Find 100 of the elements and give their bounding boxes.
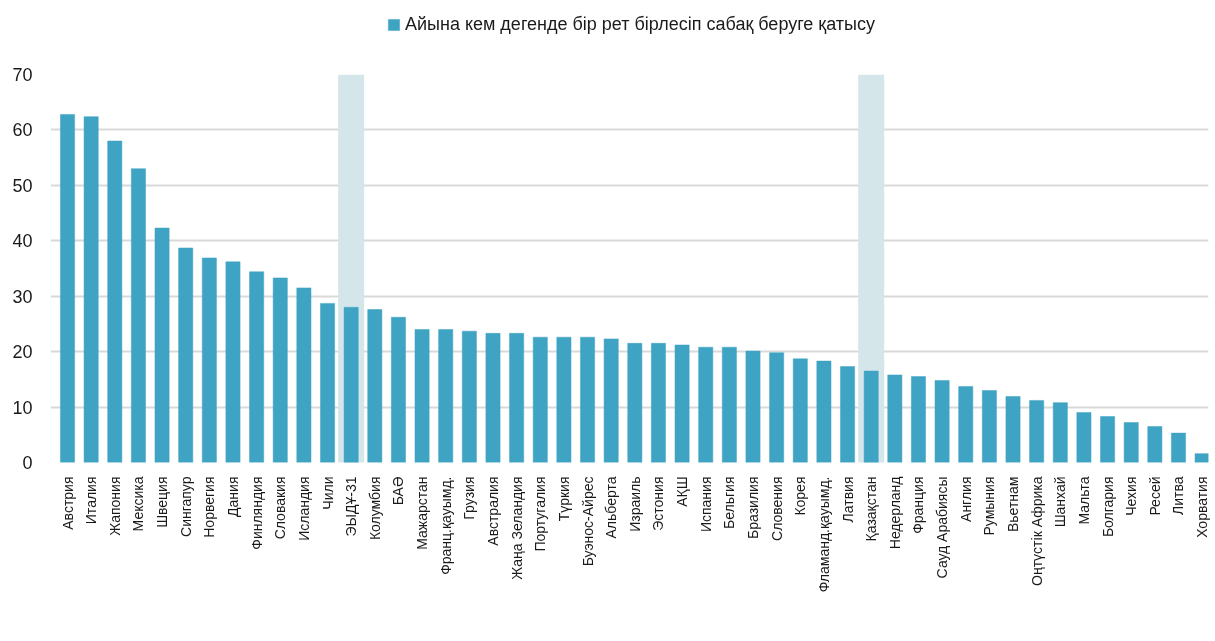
- bar: [107, 140, 123, 463]
- bar: [603, 338, 619, 463]
- x-tick-label: Хорватия: [1194, 476, 1211, 538]
- x-tick-label: Болгария: [1099, 476, 1116, 538]
- x-tick-label: Латвия: [839, 476, 856, 523]
- bar: [60, 114, 75, 463]
- bar: [958, 386, 974, 463]
- x-tick-label: Жапония: [106, 476, 123, 536]
- x-tick-label: БАӘ: [390, 476, 407, 506]
- bar: [769, 352, 784, 463]
- x-tick-label: Эстония: [650, 476, 667, 531]
- y-tick-label: 20: [12, 342, 33, 363]
- bar: [367, 309, 383, 463]
- x-tick-label: Дания: [224, 476, 241, 517]
- y-tick-label: 0: [22, 453, 33, 473]
- y-tick-label: 60: [12, 120, 33, 141]
- bar: [532, 336, 548, 463]
- bar: [343, 307, 359, 463]
- x-tick-label: Норвегия: [201, 476, 218, 538]
- bar: [887, 374, 903, 463]
- bar: [1076, 412, 1092, 463]
- x-tick-label: Австрия: [59, 476, 76, 530]
- bar: [816, 360, 832, 463]
- x-tick-label: Мальта: [1075, 476, 1092, 525]
- x-tick-label: Ресей: [1146, 476, 1163, 516]
- bar: [840, 366, 855, 463]
- x-tick-label: АҚШ: [674, 476, 691, 507]
- x-tick-label: Фламанд.қауымд.: [815, 476, 832, 593]
- bar: [296, 287, 312, 463]
- bar: [225, 261, 241, 463]
- x-tick-label: Литва: [1170, 476, 1187, 515]
- x-tick-label: Недерланд: [886, 476, 903, 550]
- bar: [556, 336, 572, 463]
- bar: [202, 257, 217, 463]
- x-tick-label: Словакия: [272, 476, 289, 540]
- x-tick-label: Франция: [910, 476, 927, 534]
- x-tick-label: Оңтүстік Африка: [1028, 476, 1045, 586]
- x-tick-label: Исландия: [295, 476, 312, 541]
- bar: [178, 247, 194, 463]
- x-tick-label: Буэнос-Айрес: [579, 476, 596, 567]
- bar: [651, 343, 666, 463]
- bar: [438, 329, 454, 463]
- x-tick-label: Мексика: [130, 476, 147, 532]
- bar: [911, 376, 926, 463]
- bar: [1005, 396, 1021, 463]
- x-tick-label: Словения: [768, 476, 785, 541]
- bar: [320, 303, 335, 463]
- x-tick-label: Шанхай: [1052, 476, 1069, 528]
- x-tick-label: Вьетнам: [1005, 476, 1022, 533]
- bar: [1052, 402, 1068, 463]
- bar: [131, 168, 146, 463]
- bar: [627, 343, 643, 463]
- x-tick-label: Италия: [83, 476, 100, 525]
- y-tick-label: 50: [12, 175, 33, 196]
- bar: [249, 271, 264, 463]
- bar: [1123, 422, 1139, 463]
- x-tick-label: Финляндия: [248, 476, 265, 550]
- bar: [1171, 432, 1186, 463]
- bar: [391, 317, 406, 463]
- bar: [934, 380, 950, 463]
- x-tick-label: Сингапур: [177, 476, 194, 537]
- bar: [580, 336, 595, 463]
- x-tick-label: Қазақстан: [863, 476, 880, 542]
- x-tick-label: Австралия: [484, 476, 501, 546]
- x-tick-label: Корея: [792, 476, 809, 516]
- x-tick-label: Испания: [697, 476, 714, 533]
- bar: [1100, 416, 1115, 463]
- x-tick-label: Чехия: [1123, 476, 1140, 516]
- legend-label: Айына кем дегенде бір рет бірлесіп сабақ беруге қатысу: [404, 13, 876, 35]
- bar: [863, 370, 879, 463]
- x-tick-label: Румыния: [981, 476, 998, 536]
- x-tick-label: Мажарстан: [414, 476, 431, 550]
- x-tick-label: Грузия: [461, 476, 478, 520]
- bar: [83, 116, 99, 463]
- y-tick-label: 70: [12, 65, 33, 85]
- y-tick-label: 40: [12, 231, 33, 252]
- x-tick-label: Израиль: [626, 476, 643, 532]
- x-tick-label: Англия: [957, 476, 974, 522]
- x-tick-label: Франц.қауымд.: [437, 476, 454, 575]
- bar: [485, 333, 501, 463]
- x-tick-label: Швеция: [154, 476, 171, 528]
- bar: [414, 329, 430, 463]
- bar: [982, 390, 997, 463]
- bar: [1147, 426, 1163, 463]
- bar: [1194, 453, 1209, 463]
- x-tick-label: Түркия: [555, 476, 572, 522]
- x-tick-label: ЭЫДҰ-31: [343, 476, 360, 537]
- x-tick-label: Бразилия: [745, 476, 762, 539]
- x-tick-label: Сауд Арабиясы: [934, 476, 951, 579]
- x-tick-label: Колумбия: [366, 476, 383, 541]
- x-tick-label: Жаңа Зеландия: [508, 476, 525, 580]
- x-tick-label: Чили: [319, 476, 336, 510]
- x-tick-label: Португалия: [532, 476, 549, 552]
- bar: [1029, 400, 1044, 463]
- bar: [792, 358, 808, 463]
- bar: [509, 333, 524, 463]
- y-tick-label: 30: [12, 286, 33, 307]
- x-tick-label: Бельгия: [721, 476, 738, 529]
- x-tick-label: Альберта: [603, 476, 620, 539]
- bar: [154, 227, 170, 463]
